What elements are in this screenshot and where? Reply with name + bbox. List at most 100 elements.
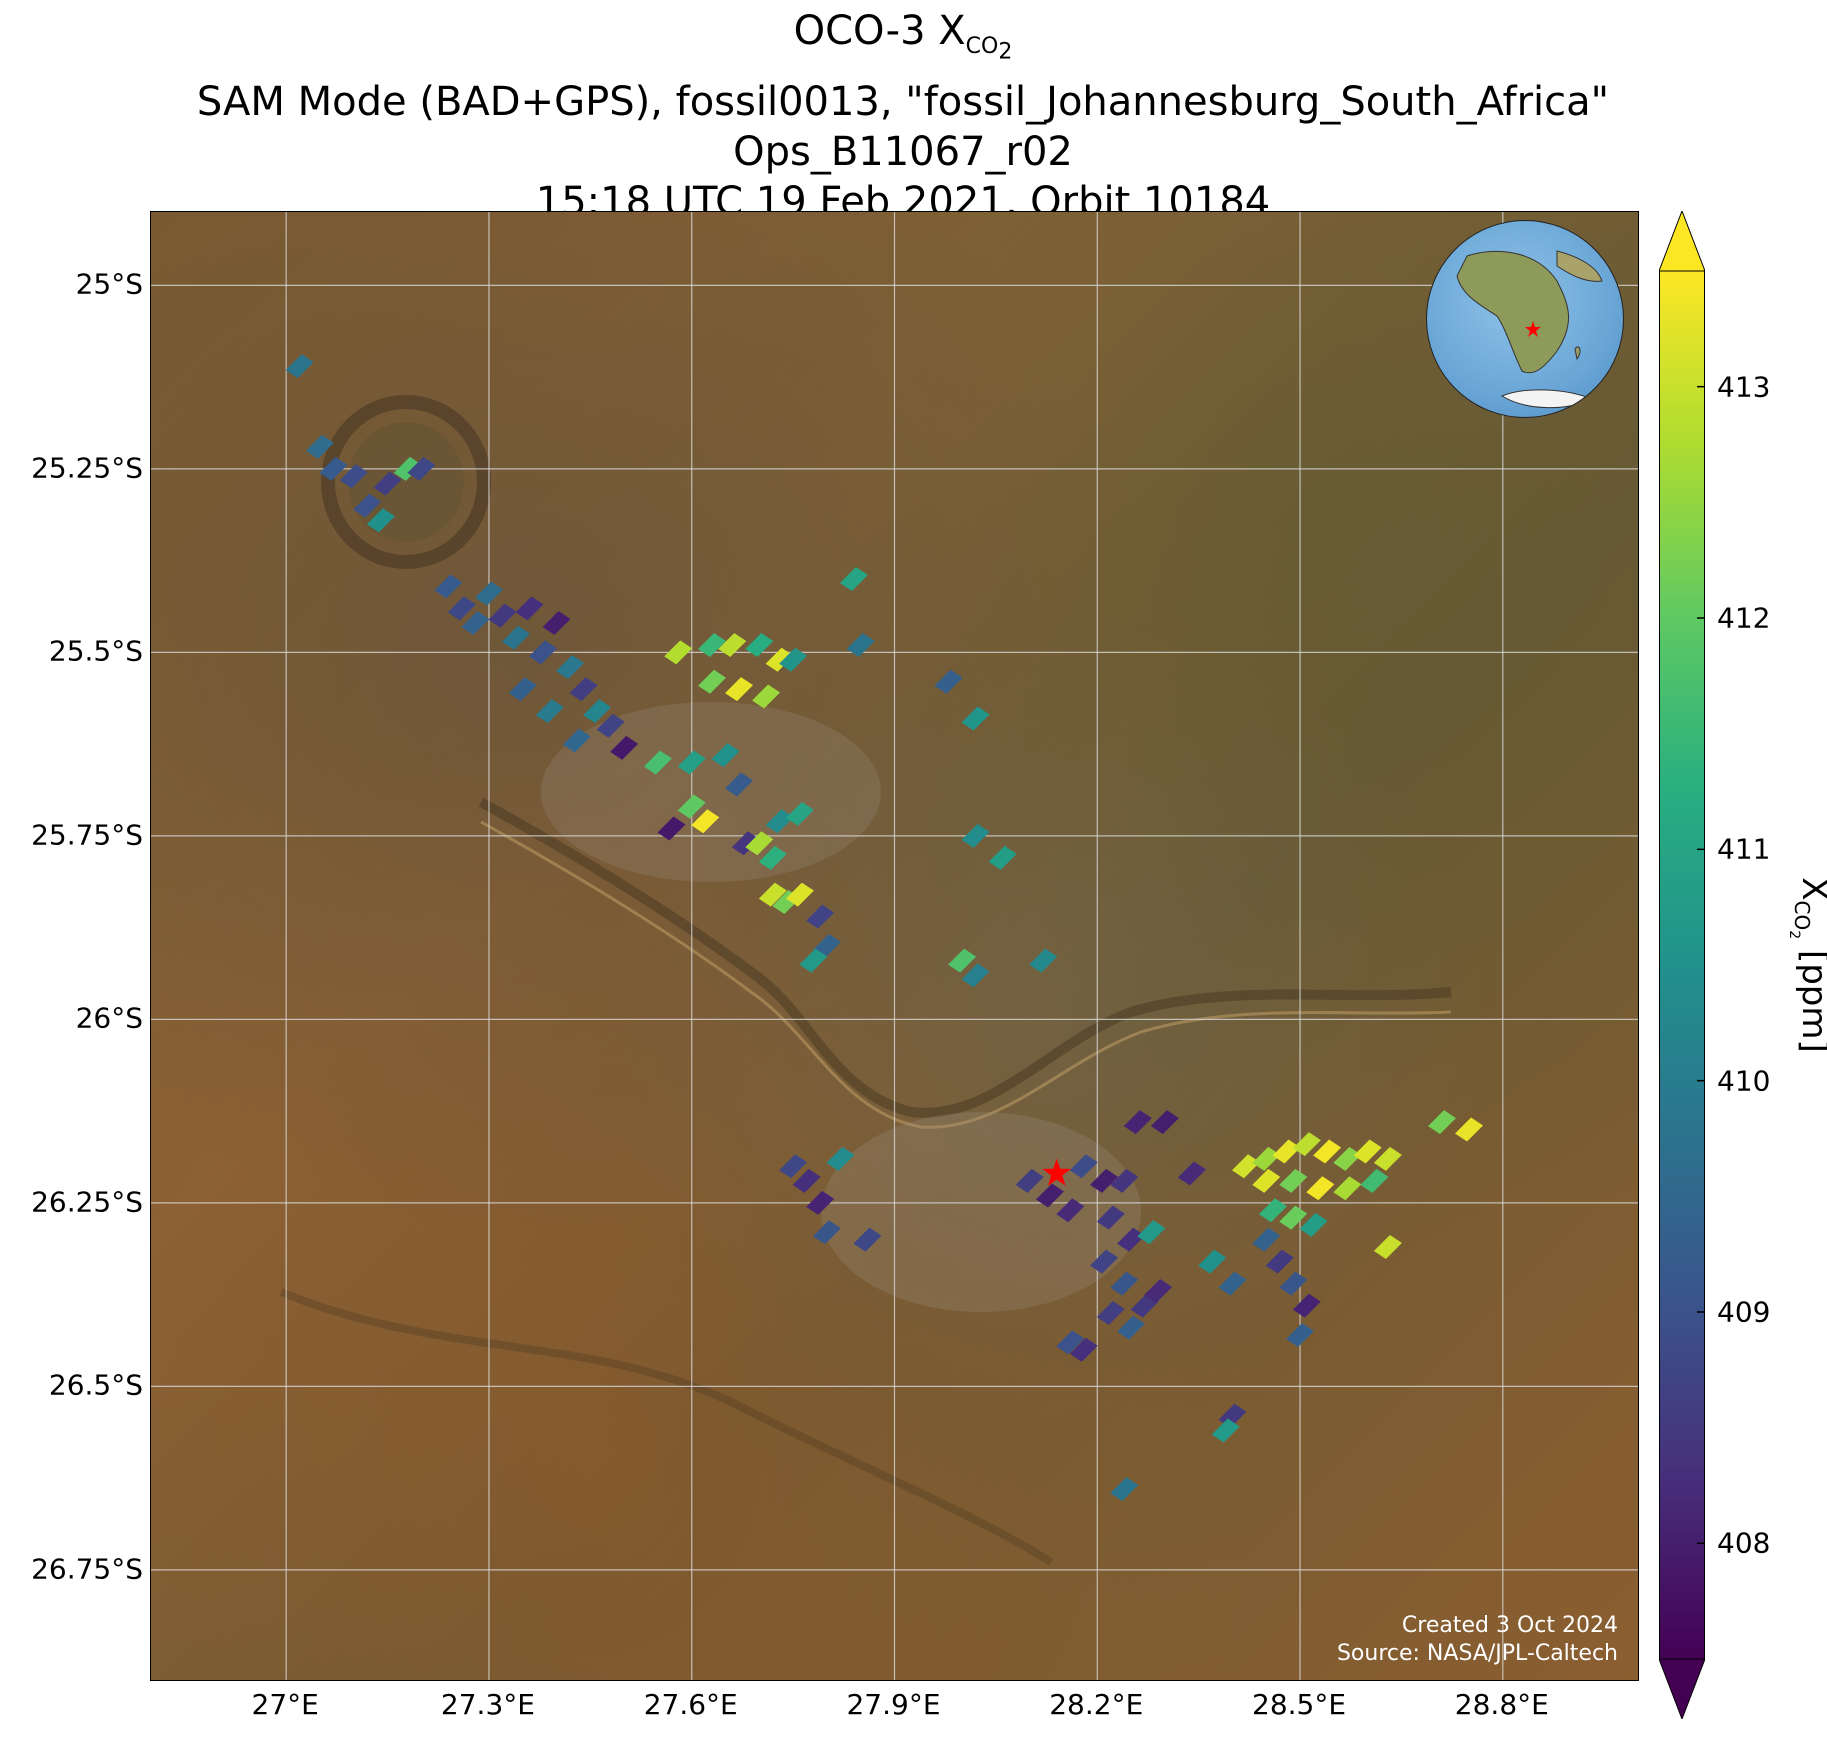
xco2-sounding: [779, 647, 808, 672]
target-star-marker: [1042, 1158, 1071, 1186]
lon-tick-label: 27°E: [251, 1688, 319, 1721]
colorbar-tick-label: 408: [1717, 1526, 1771, 1560]
title-line-3: Ops_B11067_r02: [733, 129, 1073, 176]
xco2-sounding: [1286, 1323, 1315, 1348]
xco2-sounding: [718, 633, 747, 658]
xco2-sounding: [643, 750, 672, 775]
xco2-sounding: [556, 655, 585, 680]
xco2-sounding: [698, 633, 727, 658]
colorbar-tick-label: 413: [1717, 370, 1771, 404]
xco2-sounding: [961, 963, 990, 988]
colorbar-ticks: [1697, 385, 1705, 1545]
lon-tick-label: 28.5°E: [1252, 1688, 1347, 1721]
lat-tick-label: 26.25°S: [31, 1185, 143, 1219]
xco2-sounding: [1090, 1168, 1119, 1193]
xco2-sounding: [1177, 1161, 1206, 1186]
lat-tick-label: 25.75°S: [31, 818, 143, 852]
xco2-sounding: [839, 567, 868, 591]
created-date: Created 3 Oct 2024: [1401, 1613, 1618, 1638]
xco2-sounding: [501, 625, 530, 650]
xco2-sounding: [1279, 1168, 1308, 1193]
xco2-sounding: [806, 904, 835, 929]
lat-tick-label: 26.75°S: [31, 1552, 143, 1586]
lat-tick-label: 25°S: [75, 267, 143, 301]
xco2-sounding: [366, 508, 395, 533]
xco2-sounding: [285, 354, 314, 379]
colorbar-tick-label: 412: [1717, 601, 1771, 635]
xco2-sounding: [610, 735, 639, 760]
xco2-soundings: [285, 354, 1484, 1502]
xco2-sounding: [758, 845, 787, 870]
gridlines: [151, 212, 1638, 1680]
xco2-sounding: [339, 464, 368, 489]
xco2-sounding: [1299, 1212, 1328, 1237]
xco2-sounding: [752, 684, 781, 709]
xco2-sounding: [745, 831, 774, 856]
xco2-sounding: [562, 728, 591, 753]
lon-tick-label: 27.9°E: [846, 1688, 941, 1721]
xco2-sounding: [1090, 1249, 1119, 1274]
colorbar-title: XCO2 [ppm]: [1786, 877, 1827, 1053]
xco2-sounding: [1056, 1198, 1085, 1223]
xco2-sounding: [1211, 1418, 1240, 1443]
xco2-sounding: [1069, 1337, 1098, 1362]
xco2-sounding: [846, 633, 875, 658]
xco2-sounding: [961, 706, 990, 731]
xco2-sounding: [535, 699, 564, 724]
xco2-sounding: [988, 845, 1017, 870]
xco2-sounding: [1144, 1278, 1173, 1303]
xco2-sounding: [1455, 1117, 1484, 1142]
xco2-sounding: [1110, 1477, 1139, 1502]
xco2-sounding: [1279, 1271, 1308, 1296]
xco2-sounding: [1035, 1183, 1064, 1208]
xco2-sounding: [1117, 1315, 1146, 1340]
colorbar-body: [1659, 270, 1705, 1660]
colorbar-tick-label: 409: [1717, 1295, 1771, 1329]
xco2-sounding: [1096, 1205, 1125, 1230]
xco2-sounding: [1360, 1168, 1389, 1193]
colorbar-tick-label: 411: [1717, 832, 1771, 866]
colorbar-tick-label: 410: [1717, 1064, 1771, 1098]
xco2-sounding: [765, 809, 794, 834]
colorbar: [1659, 211, 1705, 1719]
xco2-sounding: [785, 801, 814, 826]
xco2-sounding: [1117, 1227, 1146, 1252]
xco2-sounding: [1292, 1293, 1321, 1318]
xco2-sounding: [529, 640, 558, 665]
xco2-sounding: [583, 699, 612, 724]
xco2-sounding: [461, 611, 490, 636]
xco2-sounding: [1218, 1271, 1247, 1296]
xco2-sounding: [407, 456, 436, 481]
globe-target-star-icon: [1525, 321, 1541, 337]
xco2-sounding: [373, 471, 402, 496]
xco2-sounding: [1272, 1139, 1301, 1164]
xco2-sounding: [1198, 1249, 1227, 1274]
xco2-sounding: [812, 1220, 841, 1245]
plot-title: OCO-3 XCO2 SAM Mode (BAD+GPS), fossil001…: [130, 6, 1676, 227]
map-panel[interactable]: Created 3 Oct 2024 Source: NASA/JPL-Calt…: [150, 211, 1639, 1681]
xco2-sounding: [353, 493, 382, 518]
xco2-sounding: [305, 434, 334, 459]
xco2-sounding: [691, 809, 720, 834]
colorbar-extend-min: [1659, 1658, 1705, 1719]
inset-globe: [1426, 220, 1624, 418]
xco2-sounding: [569, 677, 598, 702]
xco2-sounding: [488, 603, 517, 628]
xco2-sounding: [542, 611, 571, 636]
xco2-sounding: [657, 816, 686, 841]
magaliesberg-ridge: [279, 395, 1452, 1566]
xco2-sounding: [1313, 1139, 1342, 1164]
xco2-sounding: [1015, 1168, 1044, 1193]
lat-tick-label: 25.5°S: [48, 634, 143, 668]
xco2-sounding: [745, 633, 774, 658]
xco2-sounding: [1252, 1227, 1281, 1252]
credit-text: Created 3 Oct 2024 Source: NASA/JPL-Calt…: [1337, 1612, 1618, 1668]
xco2-sounding: [508, 677, 537, 702]
xco2-sounding: [1427, 1110, 1456, 1135]
xco2-sounding: [1110, 1168, 1139, 1193]
xco2-sounding: [799, 948, 828, 973]
lat-tick-label: 26.5°S: [48, 1368, 143, 1402]
xco2-sounding: [1279, 1205, 1308, 1230]
xco2-sounding: [731, 831, 760, 856]
xco2-sounding: [1150, 1110, 1179, 1135]
